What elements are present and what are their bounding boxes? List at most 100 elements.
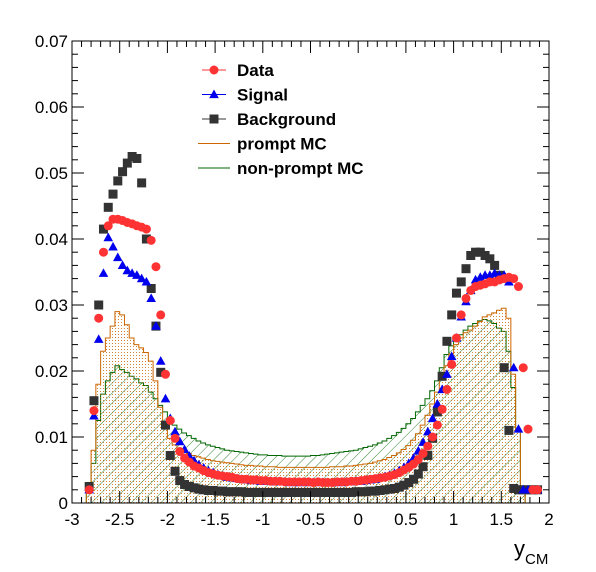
- background-point: [347, 487, 357, 497]
- background-point: [485, 254, 495, 264]
- histogram-bin: [229, 463, 235, 503]
- data-point: [447, 359, 457, 369]
- signal-point: [513, 424, 524, 433]
- histogram-bin: [410, 440, 416, 503]
- x-axis-title: yCM: [514, 536, 548, 568]
- histogram-bin: [444, 365, 449, 503]
- background-point: [480, 251, 490, 260]
- background-point: [132, 153, 142, 163]
- data-point: [456, 310, 466, 320]
- histogram-bin: [200, 458, 206, 503]
- background-point: [175, 476, 185, 486]
- histogram-bin: [491, 312, 497, 503]
- background-point: [160, 420, 170, 430]
- data-point: [165, 416, 175, 425]
- histogram-bin: [191, 455, 197, 503]
- background-point: [122, 158, 132, 168]
- background-point: [156, 367, 166, 377]
- background-point: [399, 480, 409, 490]
- background-point: [227, 487, 237, 497]
- background-point: [232, 487, 242, 497]
- background-point: [285, 487, 295, 497]
- x-axis-title-subscript: CM: [525, 551, 548, 568]
- background-point: [409, 474, 419, 484]
- background-point: [108, 189, 118, 199]
- legend-marker: [209, 65, 219, 75]
- histogram-bin: [434, 392, 440, 503]
- x-tick-label: 0.5: [394, 510, 418, 529]
- background-point: [184, 482, 194, 491]
- legend-marker: [209, 89, 219, 99]
- background-point: [294, 487, 304, 497]
- background-point: [275, 487, 285, 497]
- histogram-bin: [401, 449, 406, 503]
- histogram-bin: [482, 316, 487, 503]
- histogram-bin: [153, 380, 158, 503]
- signal-point: [89, 410, 99, 420]
- data-point: [94, 313, 104, 323]
- background-point: [218, 486, 228, 496]
- background-point: [323, 487, 333, 497]
- background-point: [223, 487, 233, 497]
- histogram-bin: [148, 361, 154, 503]
- data-point: [98, 247, 108, 257]
- background-point: [304, 487, 314, 497]
- histogram-bin: [143, 352, 149, 503]
- background-point: [127, 152, 137, 161]
- background-point: [270, 487, 280, 497]
- y-tick-label: 0.07: [35, 32, 68, 51]
- histogram-bin: [453, 344, 459, 503]
- signal-point: [175, 436, 185, 446]
- y-tick-label: 0.06: [35, 98, 68, 117]
- background-point: [203, 485, 213, 495]
- histogram-bin: [448, 353, 454, 503]
- legend-label: Signal: [237, 86, 288, 105]
- x-tick-label: 2: [544, 510, 553, 529]
- background-point: [98, 224, 108, 234]
- histogram-bin: [501, 308, 507, 503]
- signal-point: [470, 274, 481, 284]
- histogram-bin: [129, 338, 135, 503]
- data-point: [442, 384, 452, 394]
- background-point: [327, 487, 337, 497]
- histogram-bin: [253, 466, 259, 503]
- histogram-bin: [134, 344, 139, 503]
- background-point: [308, 487, 318, 497]
- data-point: [170, 433, 180, 443]
- signal-point: [141, 276, 152, 286]
- histogram-bin: [105, 338, 111, 503]
- points-layer: [84, 152, 543, 497]
- background-point: [490, 260, 500, 270]
- background-point: [504, 425, 514, 435]
- background-point: [94, 300, 104, 310]
- x-tick-label: -2: [160, 510, 175, 529]
- signal-point: [136, 273, 147, 283]
- signal-point: [151, 321, 161, 330]
- histogram-bin: [91, 450, 96, 503]
- background-point: [442, 336, 452, 346]
- histogram-bin: [477, 321, 483, 503]
- x-tick-label: -1: [255, 510, 270, 529]
- background-point: [413, 469, 423, 479]
- legend-label: prompt MC: [237, 135, 327, 154]
- background-point: [189, 483, 199, 493]
- legend-entry-signal: Signal: [202, 86, 288, 105]
- background-point: [332, 487, 342, 497]
- legend-entry-background: Background: [202, 110, 336, 129]
- signal-point: [122, 265, 133, 275]
- histogram-bin: [219, 462, 225, 503]
- background-point: [418, 462, 428, 472]
- background-point: [513, 485, 523, 495]
- background-point: [432, 407, 442, 417]
- histogram-bin: [138, 347, 144, 503]
- histogram-bin: [510, 374, 516, 503]
- signal-point: [112, 252, 123, 262]
- data-point: [451, 333, 461, 343]
- histogram-bin: [224, 462, 230, 503]
- histogram-bin: [114, 311, 120, 503]
- data-point: [418, 449, 428, 458]
- histogram-bin: [186, 453, 192, 503]
- data-point: [160, 369, 170, 379]
- data-point: [146, 235, 156, 245]
- signal-point: [103, 232, 114, 242]
